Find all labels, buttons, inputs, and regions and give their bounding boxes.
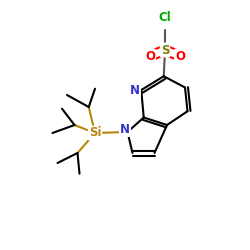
Text: O: O (145, 50, 155, 63)
Text: N: N (130, 84, 140, 96)
Text: N: N (120, 123, 130, 136)
Text: Si: Si (89, 126, 101, 140)
Text: O: O (175, 50, 185, 63)
Text: Cl: Cl (159, 11, 172, 24)
Text: S: S (161, 44, 169, 57)
